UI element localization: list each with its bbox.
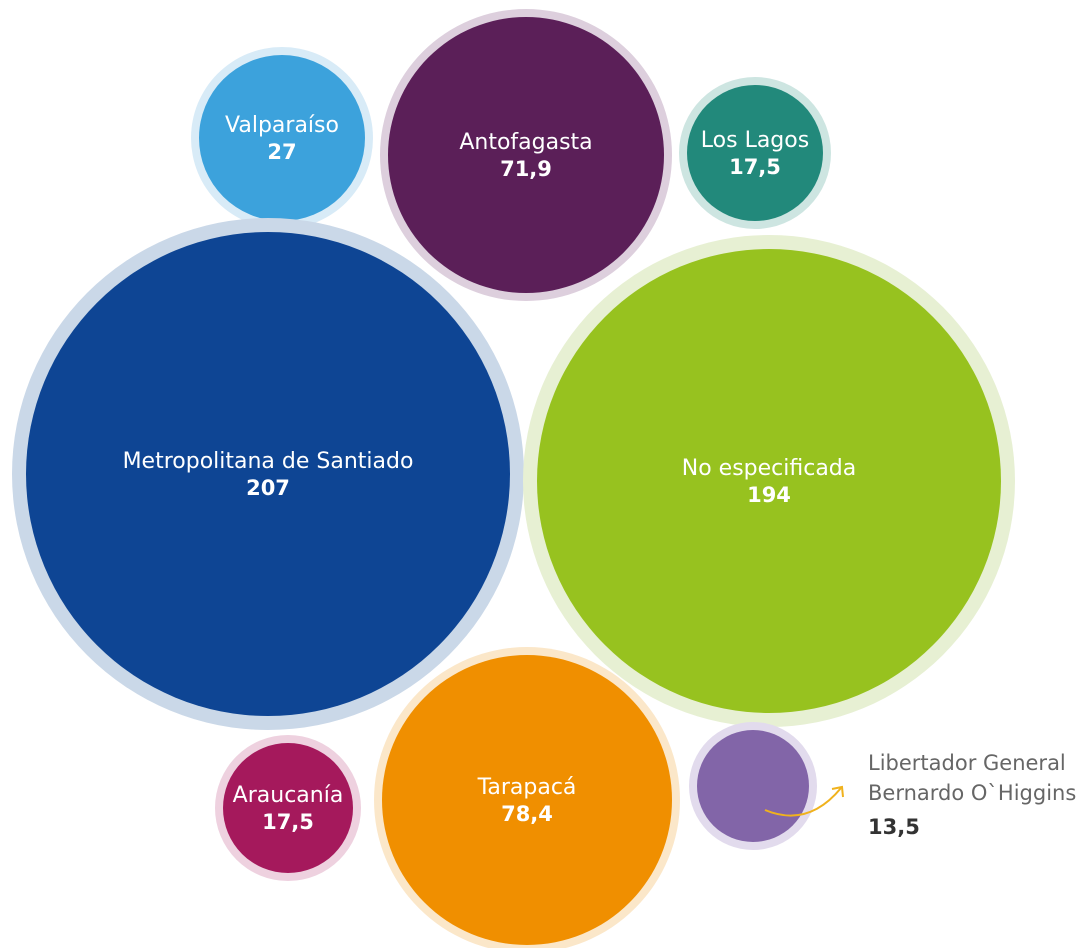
bubble-label: Araucanía: [233, 783, 344, 808]
bubble-mark: [199, 55, 365, 221]
bubble-mark: [26, 232, 510, 716]
bubble-label: Los Lagos: [701, 128, 809, 153]
bubble-value: 13,5: [868, 815, 920, 839]
bubble-value: 194: [747, 483, 791, 507]
bubble-value: 78,4: [501, 802, 553, 826]
bubble-mark: [537, 249, 1001, 713]
bubble-libertador-general-bernardo-o-higgins: Libertador General Bernardo O`Higgins 13,5: [689, 722, 1076, 850]
bubble-mark: [697, 730, 809, 842]
bubble-value: 17,5: [729, 155, 781, 179]
bubble-mark: [382, 655, 672, 945]
bubble-label-line: Libertador General: [868, 751, 1066, 775]
bubble-mark: [388, 17, 664, 293]
callout-arrowhead: [831, 785, 844, 798]
bubble-value: 207: [246, 476, 290, 500]
bubble-label: Antofagasta: [459, 130, 592, 155]
bubble-value: 27: [267, 140, 296, 164]
bubble-label: Valparaíso: [225, 113, 339, 138]
bubble-label: No especificada: [682, 456, 857, 481]
bubble-value: 71,9: [500, 157, 552, 181]
bubble-label: Tarapacá: [477, 775, 577, 800]
bubble-mark: [687, 85, 823, 221]
bubble-value: 17,5: [262, 810, 314, 834]
bubble-label: Metropolitana de Santiado: [123, 449, 414, 474]
callout-arrow: [764, 787, 842, 817]
bubble-label-line: Bernardo O`Higgins: [868, 781, 1076, 805]
bubble-mark: [223, 743, 353, 873]
